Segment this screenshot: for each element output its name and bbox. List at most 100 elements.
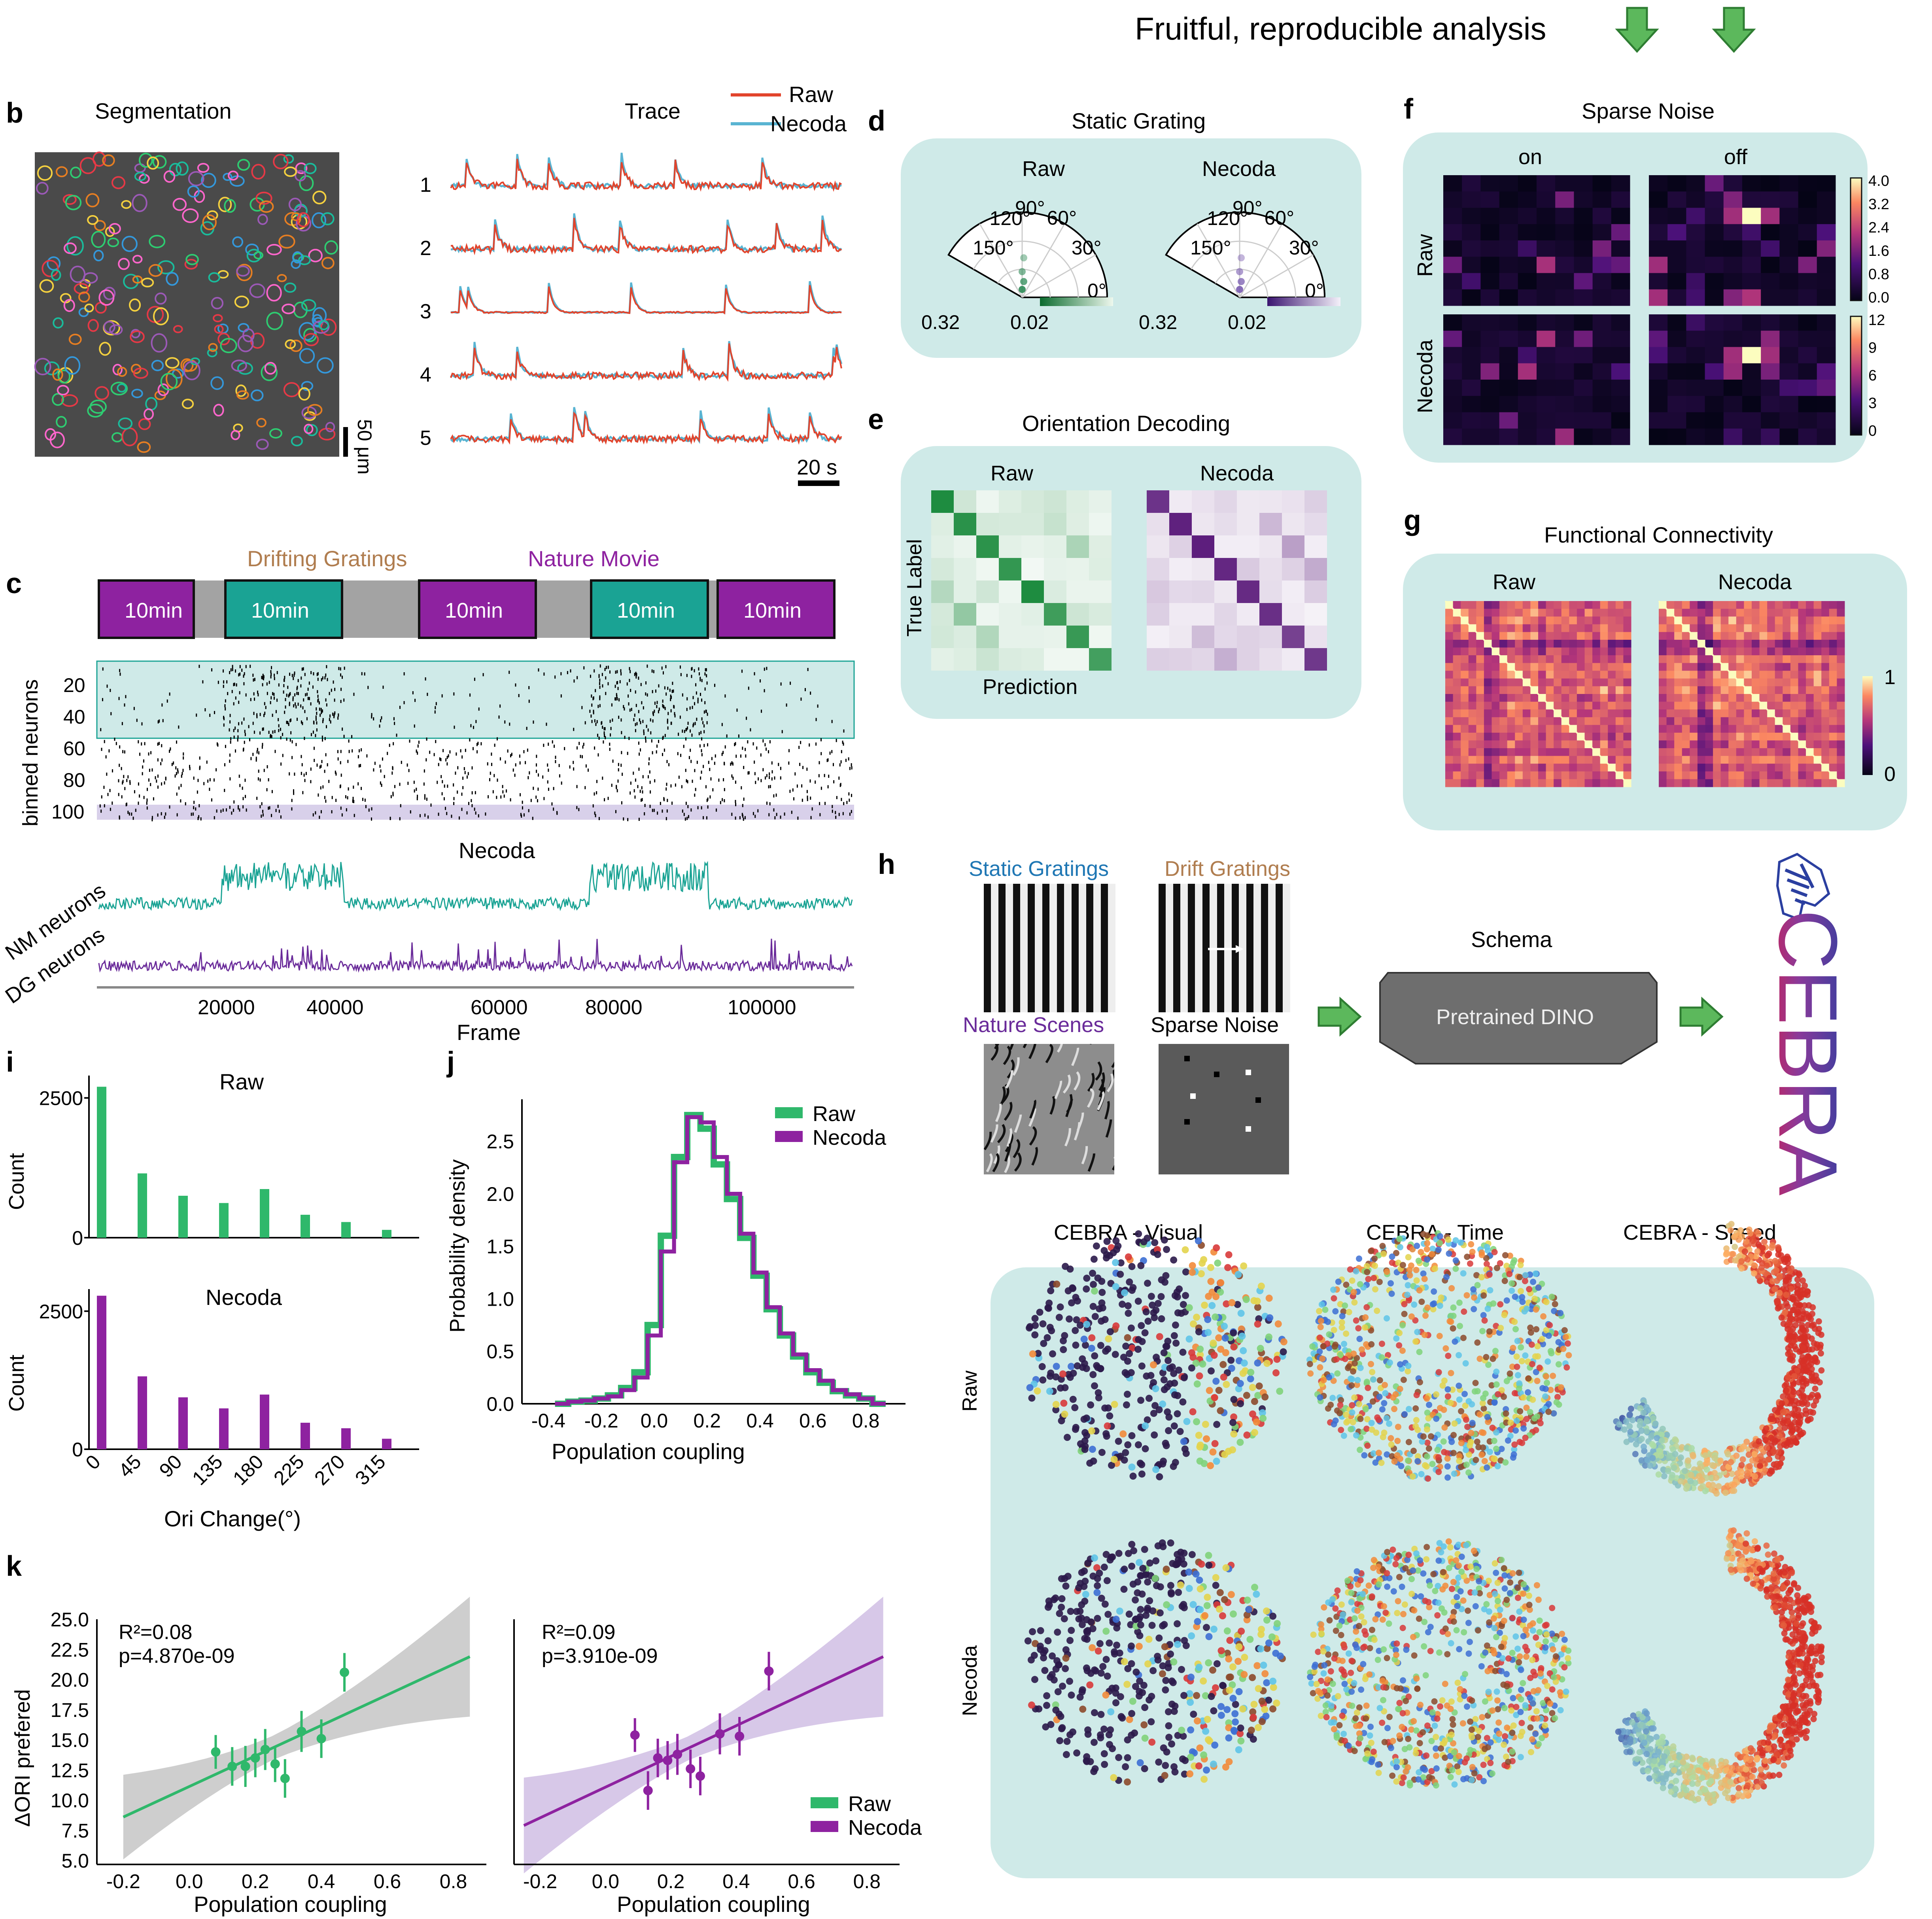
fc-cell xyxy=(1813,609,1822,617)
cebra-visual-point xyxy=(1135,1643,1143,1650)
cebra-visual-point xyxy=(1147,1372,1155,1379)
cebra-time-point xyxy=(1511,1441,1518,1448)
cebra-visual-point xyxy=(1247,1369,1255,1376)
cebra-speed-point xyxy=(1655,1471,1662,1478)
confusion-necoda-cell xyxy=(1237,558,1259,580)
cebra-time-point xyxy=(1520,1425,1527,1432)
fc-cell xyxy=(1775,748,1783,756)
fc-cell xyxy=(1608,779,1616,787)
cebra-visual-point xyxy=(1161,1772,1168,1779)
cebra-time-point xyxy=(1408,1590,1415,1597)
sparse-cell xyxy=(1537,380,1556,396)
sparse-cell xyxy=(1761,314,1780,331)
cebra-visual-point xyxy=(1151,1239,1159,1246)
polar-raw-angle-30: 30° xyxy=(1072,237,1102,259)
cebra-speed-point xyxy=(1643,1418,1650,1425)
fc-cell xyxy=(1682,748,1690,756)
cebra-time-point xyxy=(1479,1400,1486,1407)
cebra-visual-point xyxy=(1032,1322,1039,1329)
grating-stripe xyxy=(1173,884,1180,1012)
fc-cell xyxy=(1538,601,1546,609)
cebra-time-point xyxy=(1473,1272,1480,1278)
population-traces xyxy=(98,861,853,973)
fc-cell xyxy=(1705,655,1713,664)
cebra-time-point xyxy=(1561,1327,1568,1334)
fc-cell xyxy=(1674,725,1682,733)
sparse-cell xyxy=(1761,240,1780,257)
confusion-necoda-cell xyxy=(1147,580,1169,603)
cebra-visual-point xyxy=(1210,1626,1217,1633)
sparse-cell xyxy=(1499,314,1518,331)
fc-cell xyxy=(1600,740,1608,749)
fc-cell xyxy=(1522,725,1531,733)
fc-cell xyxy=(1584,671,1593,679)
cebra-time-point xyxy=(1565,1660,1572,1667)
fc-cell xyxy=(1484,701,1492,710)
cebra-speed-point xyxy=(1752,1473,1758,1480)
fc-cell xyxy=(1492,732,1500,741)
fc-cell xyxy=(1728,624,1737,632)
fc-cell xyxy=(1705,725,1713,733)
cebra-speed-point xyxy=(1791,1419,1798,1426)
fc-cell xyxy=(1767,601,1775,609)
cebra-time-point xyxy=(1441,1424,1448,1431)
fc-cell xyxy=(1615,709,1624,718)
fc-cell xyxy=(1813,701,1822,710)
cebra-time-point xyxy=(1509,1570,1516,1577)
confusion-raw-cell xyxy=(976,535,999,558)
cebra-visual-point xyxy=(1174,1293,1181,1301)
cebra-time-point xyxy=(1413,1267,1420,1273)
cebra-visual-point xyxy=(1180,1549,1188,1557)
fc-cell xyxy=(1608,647,1616,656)
cebra-time-point xyxy=(1514,1338,1521,1344)
cebra-time-point xyxy=(1396,1342,1403,1349)
fc-cell xyxy=(1584,732,1593,741)
sparse-cell xyxy=(1779,240,1799,257)
cebra-visual-point xyxy=(1170,1658,1178,1666)
fc-cell xyxy=(1461,694,1469,702)
cebra-time-point xyxy=(1349,1409,1355,1416)
cebra-visual-point xyxy=(1128,1562,1136,1570)
confusion-raw-title: Raw xyxy=(991,461,1034,485)
fc-cell xyxy=(1806,694,1814,702)
nature-scenes-label: Nature Scenes xyxy=(963,1013,1104,1037)
cebra-speed-point xyxy=(1783,1291,1790,1298)
cebra-time-point xyxy=(1309,1343,1316,1350)
cebra-embeddings xyxy=(1024,1221,1825,1806)
fc-cell xyxy=(1600,725,1608,733)
fc-cell xyxy=(1666,678,1675,686)
confusion-raw-cell xyxy=(1021,513,1044,535)
fc-cell xyxy=(1759,756,1768,764)
fc-cell xyxy=(1615,740,1624,749)
cebra-time-point xyxy=(1516,1274,1523,1280)
fc-cell xyxy=(1600,764,1608,772)
fc-cell xyxy=(1682,717,1690,725)
fc-cell xyxy=(1468,601,1476,609)
fc-cell xyxy=(1476,616,1484,625)
fc-cell xyxy=(1530,678,1539,686)
sparse-cell xyxy=(1611,273,1630,290)
cebra-visual-point xyxy=(1210,1339,1217,1347)
cebra-time-point xyxy=(1508,1707,1515,1714)
fc-cell xyxy=(1767,616,1775,625)
cebra-time-point xyxy=(1406,1267,1413,1273)
fc-cell xyxy=(1666,639,1675,648)
cebra-visual-point xyxy=(1101,1316,1109,1323)
cebra-time-point xyxy=(1450,1598,1457,1605)
confusion-necoda-cell xyxy=(1192,603,1214,626)
fc-cell xyxy=(1775,686,1783,694)
fc-cell xyxy=(1759,771,1768,779)
cebra-visual-point xyxy=(1082,1591,1089,1598)
sparse-cell xyxy=(1761,257,1780,273)
sparse-cell xyxy=(1779,289,1799,306)
cebra-time-point xyxy=(1466,1451,1473,1458)
cebra-time-point xyxy=(1463,1461,1470,1468)
cebra-time-point xyxy=(1413,1277,1420,1284)
sparse-cell xyxy=(1798,208,1817,225)
fc-cell xyxy=(1783,709,1791,718)
cebra-speed-point xyxy=(1679,1444,1685,1450)
fc-cell xyxy=(1484,678,1492,686)
cebra-visual-point xyxy=(1229,1419,1236,1426)
cebra-time-point xyxy=(1354,1355,1360,1361)
fc-cell xyxy=(1713,764,1721,772)
